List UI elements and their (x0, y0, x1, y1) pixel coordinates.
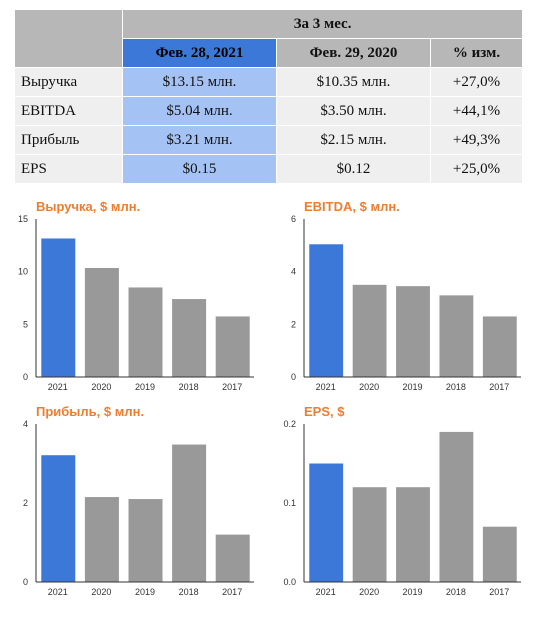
y-tick-label: 0 (291, 372, 296, 382)
bar-2019 (128, 499, 163, 582)
current-value: $0.15 (122, 154, 277, 184)
x-tick-label: 2018 (446, 587, 466, 597)
col-current-header: Фев. 28, 2021 (122, 38, 277, 68)
bar-2018 (439, 431, 474, 582)
y-tick-label: 2 (23, 498, 28, 508)
previous-value: $3.50 млн. (276, 96, 431, 126)
y-tick-label: 5 (23, 319, 28, 329)
x-tick-label: 2017 (222, 382, 242, 392)
bar-2020 (352, 487, 387, 582)
x-tick-label: 2017 (489, 382, 509, 392)
bar-2017 (482, 526, 517, 582)
bar-2018 (172, 444, 207, 582)
row-label: EPS (14, 154, 123, 184)
x-tick-label: 2021 (316, 382, 336, 392)
y-tick-label: 0 (23, 577, 28, 587)
row-label: Прибыль (14, 125, 123, 155)
bar-2018 (172, 299, 207, 377)
bar-2017 (215, 534, 250, 582)
chart-svg: Выручка, $ млн. 0 5 10 15 2021 2020 2019 2018 201… (18, 199, 254, 392)
financial-summary-table: За 3 мес. Фев. 28, 2021 Фев. 29, 2020 % … (14, 9, 524, 184)
previous-value: $0.12 (276, 154, 431, 184)
x-tick-label: 2020 (359, 587, 379, 597)
change-value: +44,1% (429, 96, 524, 126)
table-row: EPS $0.15 $0.12 +25,0% (14, 154, 524, 184)
bar-2018 (439, 295, 474, 377)
bar-2020 (352, 284, 387, 377)
y-tick-label: 0 (23, 372, 28, 382)
current-value: $13.15 млн. (122, 67, 277, 97)
x-tick-label: 2018 (179, 587, 199, 597)
y-tick-label: 2 (291, 319, 296, 329)
table-row: EBITDA $5.04 млн. $3.50 млн. +44,1% (14, 96, 524, 126)
x-tick-label: 2017 (222, 587, 242, 597)
x-tick-label: 2019 (135, 587, 155, 597)
chart-svg: Прибыль, $ млн. 0 2 4 2021 2020 2019 2018 2017 (23, 404, 254, 597)
revenue-chart: Выручка, $ млн. 0 5 10 15 2021 2020 2019 2018 201… (0, 195, 268, 400)
profit-chart: Прибыль, $ млн. 0 2 4 2021 2020 2019 2018 2017 (0, 400, 268, 605)
x-tick-label: 2017 (489, 587, 509, 597)
x-tick-label: 2021 (316, 587, 336, 597)
table-row: Прибыль $3.21 млн. $2.15 млн. +49,3% (14, 125, 524, 155)
y-tick-label: 0.1 (283, 498, 296, 508)
col-previous-header: Фев. 29, 2020 (276, 38, 431, 68)
chart-svg: EPS, $ 0.0 0.1 0.2 2021 2020 2019 2018 2017 (283, 404, 521, 597)
bar-2020 (84, 497, 119, 582)
x-tick-label: 2021 (48, 587, 68, 597)
x-tick-label: 2018 (446, 382, 466, 392)
x-tick-label: 2019 (402, 587, 422, 597)
bar-2021 (309, 463, 344, 582)
bar-2021 (41, 238, 76, 377)
chart-svg: EBITDA, $ млн. 0 2 4 6 2021 2020 2019 2018 2017 (291, 199, 521, 392)
col-change-header: % изм. (429, 38, 524, 68)
x-tick-label: 2020 (91, 382, 111, 392)
y-tick-label: 0.2 (283, 419, 296, 429)
change-value: +27,0% (429, 67, 524, 97)
y-tick-label: 4 (291, 267, 296, 277)
chart-title: Прибыль, $ млн. (36, 404, 144, 419)
bar-2020 (84, 267, 119, 377)
bar-2019 (396, 286, 430, 377)
y-tick-label: 10 (18, 267, 28, 277)
eps-chart: EPS, $ 0.0 0.1 0.2 2021 2020 2019 2018 2017 (268, 400, 535, 605)
y-tick-label: 15 (18, 214, 28, 224)
bar-2021 (309, 244, 344, 377)
bar-2019 (396, 487, 430, 582)
bar-2017 (482, 316, 517, 377)
x-tick-label: 2019 (135, 382, 155, 392)
ebitda-chart: EBITDA, $ млн. 0 2 4 6 2021 2020 2019 2018 2017 (268, 195, 535, 400)
table-corner (14, 9, 123, 68)
chart-title: EPS, $ (304, 404, 345, 419)
change-value: +49,3% (429, 125, 524, 155)
current-value: $5.04 млн. (122, 96, 277, 126)
x-tick-label: 2021 (48, 382, 68, 392)
row-label: Выручка (14, 67, 123, 97)
previous-value: $10.35 млн. (276, 67, 431, 97)
bar-2017 (215, 316, 250, 377)
chart-title: Выручка, $ млн. (36, 199, 140, 214)
x-tick-label: 2020 (91, 587, 111, 597)
change-value: +25,0% (429, 154, 524, 184)
previous-value: $2.15 млн. (276, 125, 431, 155)
table-row: Выручка $13.15 млн. $10.35 млн. +27,0% (14, 67, 524, 97)
y-tick-label: 6 (291, 214, 296, 224)
bar-2019 (128, 287, 163, 377)
y-tick-label: 4 (23, 419, 28, 429)
x-tick-label: 2019 (402, 382, 422, 392)
x-tick-label: 2020 (359, 382, 379, 392)
x-tick-label: 2018 (179, 382, 199, 392)
chart-title: EBITDA, $ млн. (304, 199, 400, 214)
bar-2021 (41, 455, 76, 582)
period-header: За 3 мес. (121, 9, 524, 39)
row-label: EBITDA (14, 96, 123, 126)
current-value: $3.21 млн. (122, 125, 277, 155)
y-tick-label: 0.0 (283, 577, 296, 587)
